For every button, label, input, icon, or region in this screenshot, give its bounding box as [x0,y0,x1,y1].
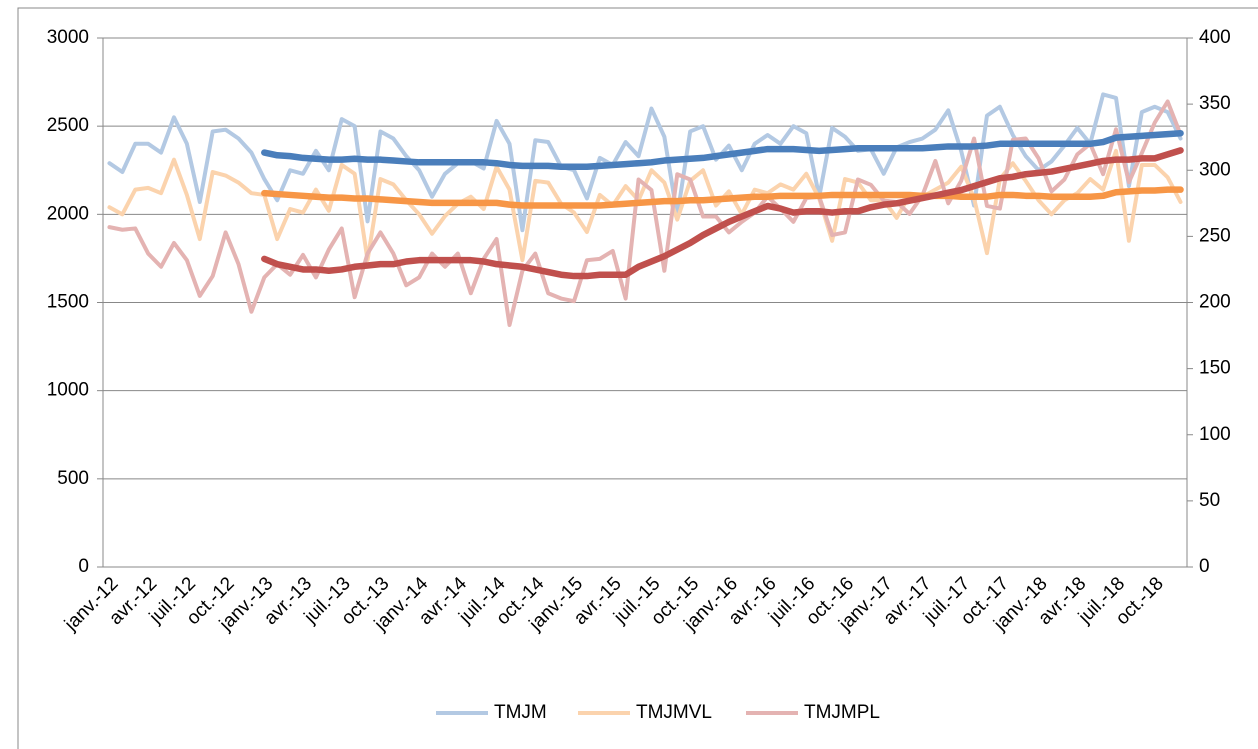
y2-tick-label: 150 [1199,358,1231,379]
y2-tick-label: 300 [1199,159,1231,180]
series-line [107,92,1183,233]
legend-label: TMJM [494,702,547,723]
y2-tick-label: 0 [1199,556,1210,577]
y2-tick-label: 400 [1199,27,1231,48]
legend-label: TMJMVL [636,702,712,723]
series-line [261,129,1184,170]
y2-tick-label: 200 [1199,292,1231,313]
legend-label: TMJMPL [804,702,880,723]
y2-tick-label: 350 [1199,93,1231,114]
y-tick-label: 1000 [47,380,89,401]
y-tick-label: 2500 [47,115,89,136]
y-tick-label: 1500 [47,292,89,313]
y-tick-label: 3000 [47,27,89,48]
y-tick-label: 500 [57,468,89,489]
y-tick-label: 0 [78,556,89,577]
series-line [261,186,1184,209]
y2-tick-label: 100 [1199,424,1231,445]
y2-tick-label: 50 [1199,490,1220,511]
chart-frame [17,7,1258,749]
y-tick-label: 2000 [47,203,89,224]
series-line [261,147,1184,280]
y2-tick-label: 250 [1199,225,1231,246]
